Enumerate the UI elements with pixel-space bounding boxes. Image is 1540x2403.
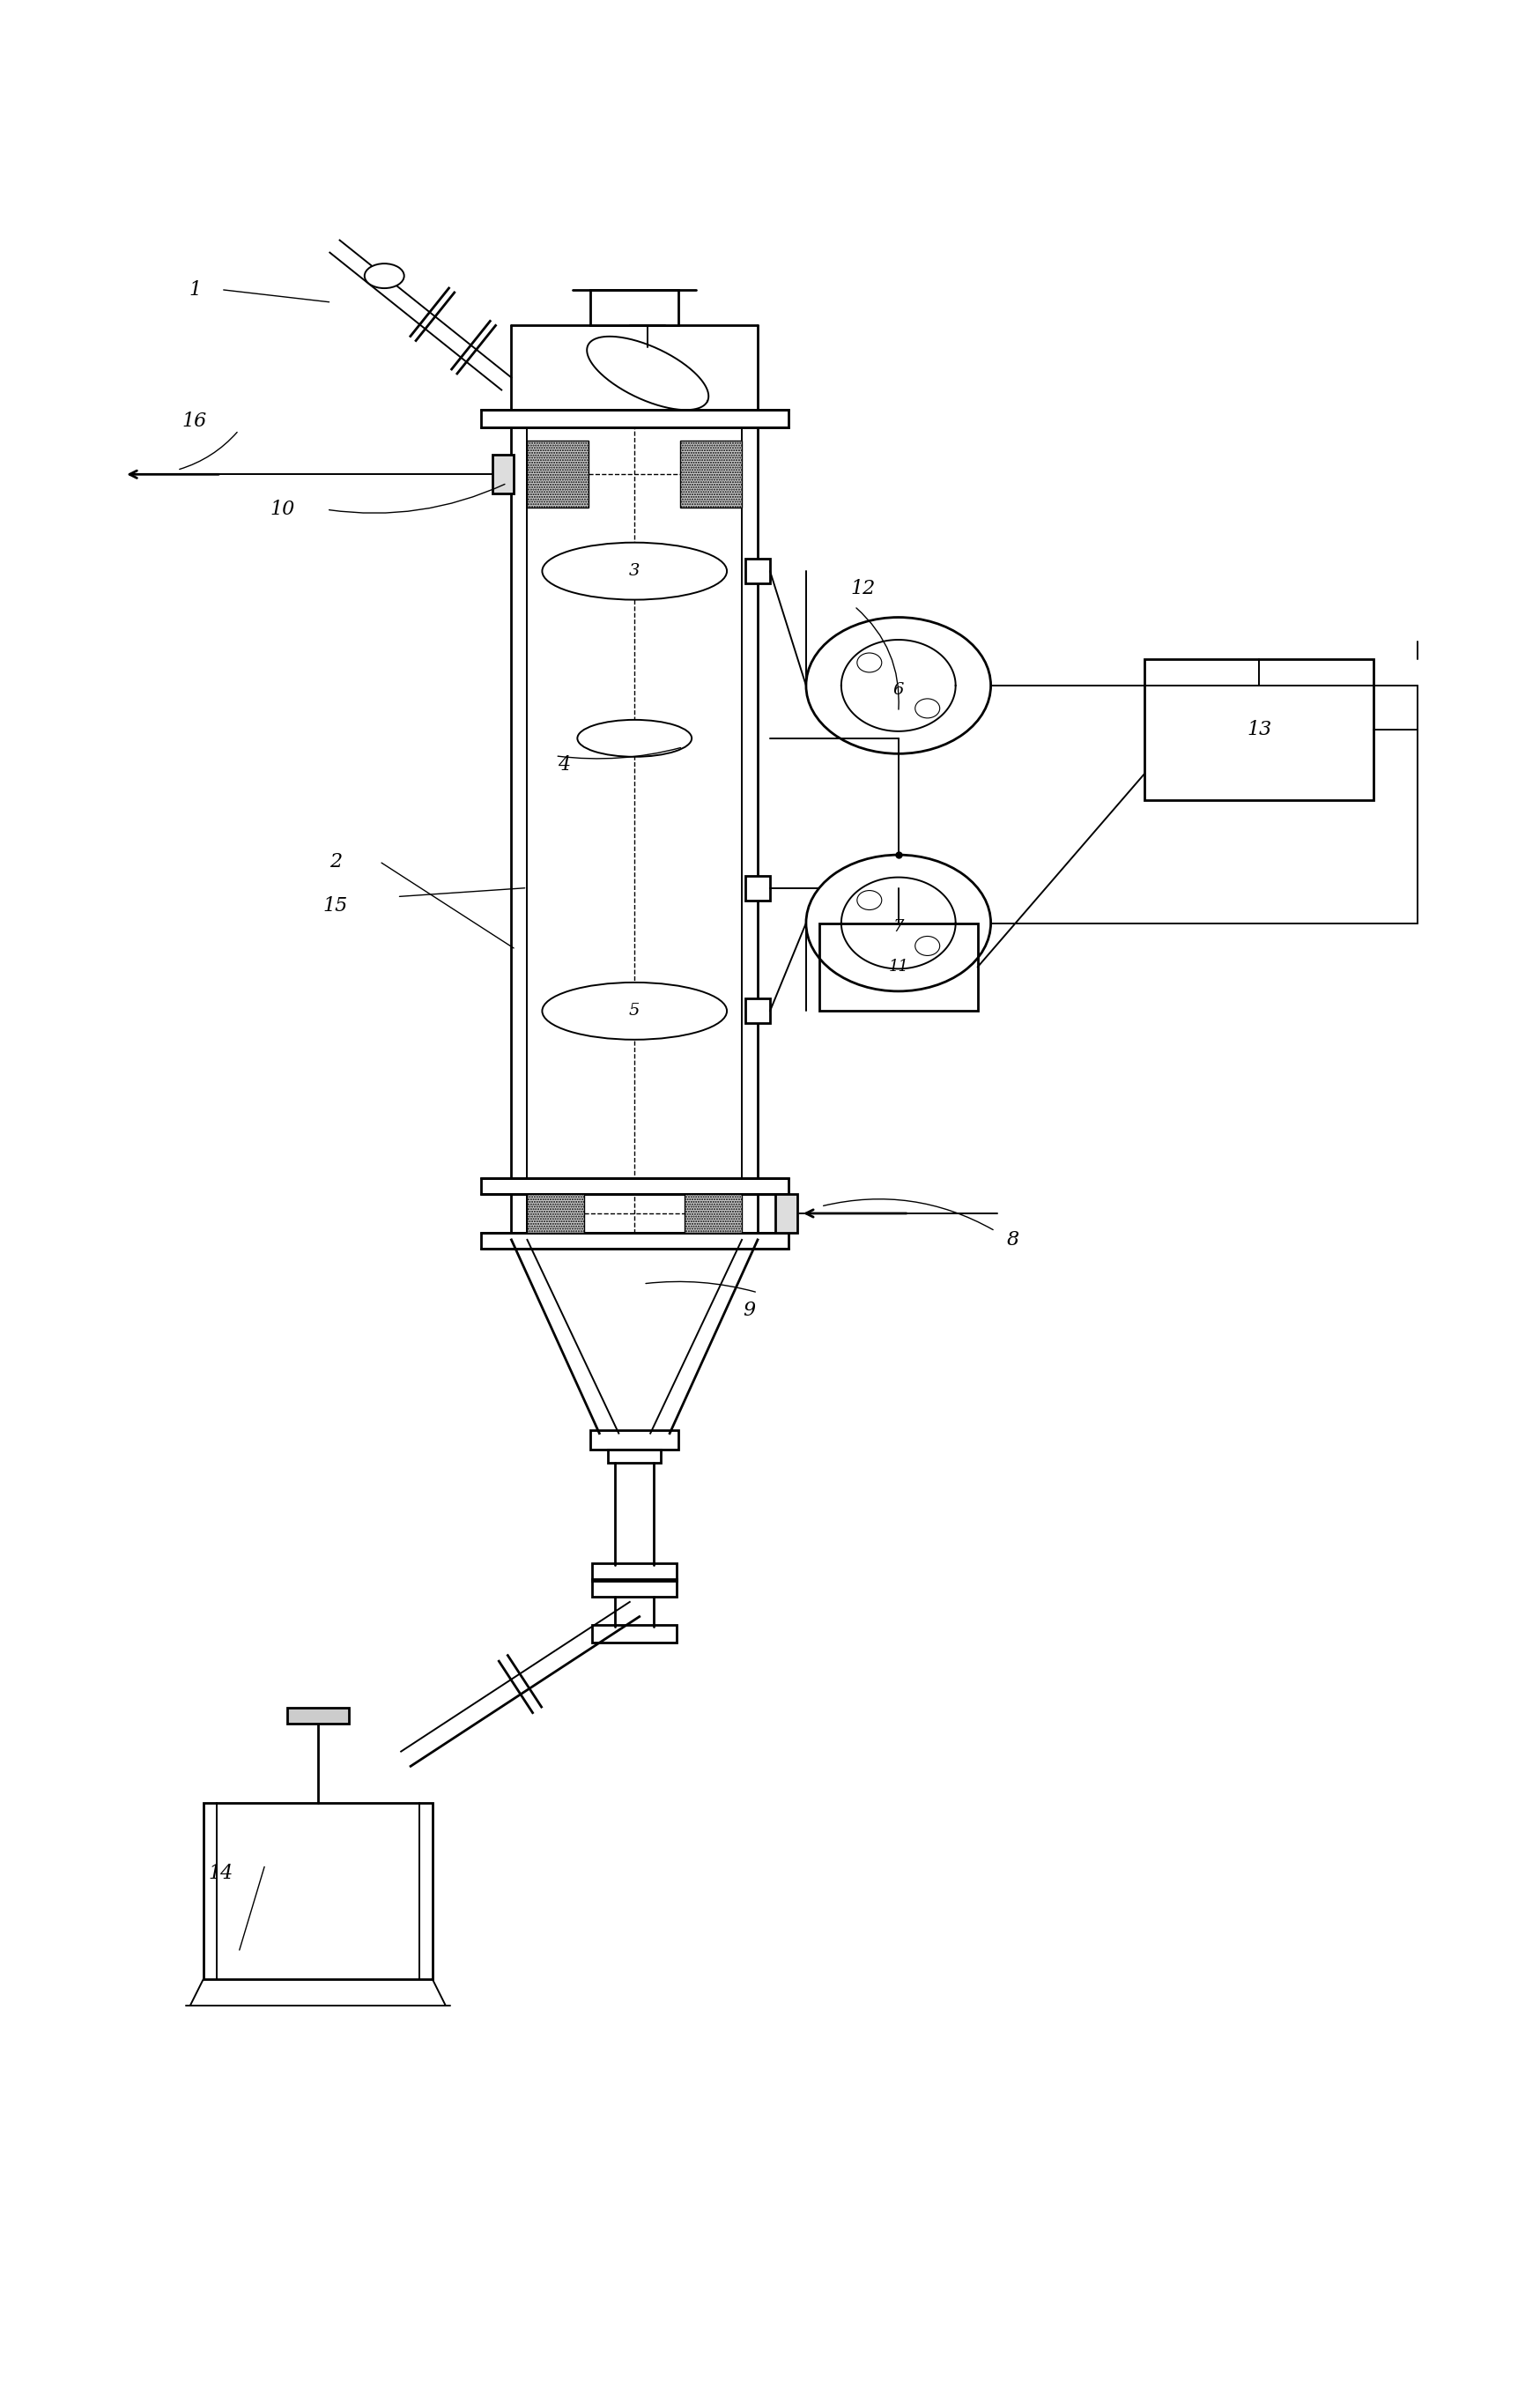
Text: 12: 12 (850, 579, 875, 598)
Ellipse shape (856, 892, 881, 911)
Bar (608, 1449, 661, 1463)
Bar (819, 923, 976, 1012)
Text: 10: 10 (270, 500, 296, 519)
Bar (480, 1177, 788, 1194)
Text: 14: 14 (208, 1862, 234, 1884)
Text: 11: 11 (887, 959, 909, 976)
Bar (775, 1194, 796, 1233)
Bar (745, 1000, 770, 1024)
Bar (745, 560, 770, 584)
Bar (527, 440, 588, 507)
Text: 1: 1 (188, 279, 200, 300)
Bar (591, 1579, 676, 1598)
Bar (480, 411, 788, 428)
Ellipse shape (542, 983, 727, 1040)
Ellipse shape (915, 937, 939, 956)
Bar (591, 1624, 676, 1644)
Ellipse shape (542, 543, 727, 601)
Text: 3: 3 (628, 562, 639, 579)
Bar (684, 1194, 741, 1233)
Text: 6: 6 (893, 682, 904, 697)
Text: 16: 16 (182, 411, 206, 430)
Text: 2: 2 (330, 851, 342, 872)
Bar (745, 875, 770, 901)
Text: 8: 8 (1006, 1230, 1018, 1250)
Bar (527, 1194, 584, 1233)
Ellipse shape (805, 618, 990, 755)
Bar (491, 454, 514, 493)
Text: 7: 7 (893, 920, 904, 935)
Bar (203, 1802, 433, 1978)
Text: 13: 13 (1246, 721, 1270, 740)
Bar (590, 1430, 678, 1449)
Ellipse shape (856, 654, 881, 673)
Ellipse shape (365, 264, 403, 288)
Bar (590, 291, 678, 324)
Bar (591, 1564, 676, 1581)
Ellipse shape (578, 721, 691, 757)
Text: 4: 4 (557, 755, 570, 774)
Bar (679, 440, 741, 507)
Bar (286, 1709, 348, 1723)
Text: 5: 5 (628, 1002, 639, 1019)
Bar (480, 1233, 788, 1250)
Ellipse shape (915, 699, 939, 718)
Ellipse shape (805, 855, 990, 990)
Text: 15: 15 (323, 896, 348, 916)
Text: 9: 9 (742, 1300, 755, 1319)
Bar (1144, 658, 1372, 800)
